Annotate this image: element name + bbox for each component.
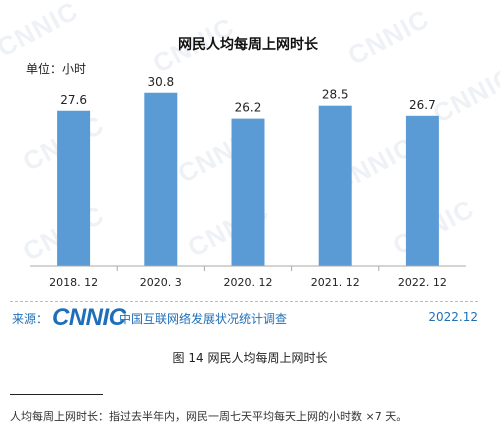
footnote: 人均每周上网时长：指过去半年内，网民一周七天平均每天上网的小时数 ×7 天。 — [10, 410, 408, 423]
chart-title: 网民人均每周上网时长 — [178, 36, 319, 53]
bar — [318, 105, 352, 266]
bar-chart: 网民人均每周上网时长 单位：小时 27.6 30.8 26.2 28.5 26.7 20… — [26, 36, 466, 289]
bar-value-label: 26.7 — [409, 98, 436, 112]
bar — [231, 118, 265, 266]
bar — [405, 115, 439, 266]
source-label: 来源： — [12, 312, 49, 326]
source-divider — [10, 301, 478, 302]
bar — [57, 110, 91, 266]
x-tick-label: 2021. 12 — [311, 276, 360, 289]
footnote-rule — [10, 394, 103, 395]
x-tick-label: 2022. 12 — [398, 276, 447, 289]
unit-label: 单位：小时 — [26, 61, 86, 76]
x-tick-label: 2020. 12 — [224, 276, 273, 289]
source-date: 2022.12 — [428, 310, 478, 324]
cnnic-logo: CNNIC — [52, 304, 126, 331]
figure-caption: 图 14 网民人均每周上网时长 — [172, 351, 328, 365]
x-tick-label: 2020. 3 — [140, 276, 182, 289]
bar — [144, 92, 178, 266]
bar-value-label: 27.6 — [60, 93, 87, 107]
bar-value-label: 26.2 — [235, 101, 262, 115]
bar-value-label: 28.5 — [322, 88, 349, 102]
bar-value-label: 30.8 — [147, 75, 174, 89]
source-organization: 中国互联网络发展状况统计调查 — [119, 312, 288, 326]
x-tick-label: 2018. 12 — [49, 276, 98, 289]
